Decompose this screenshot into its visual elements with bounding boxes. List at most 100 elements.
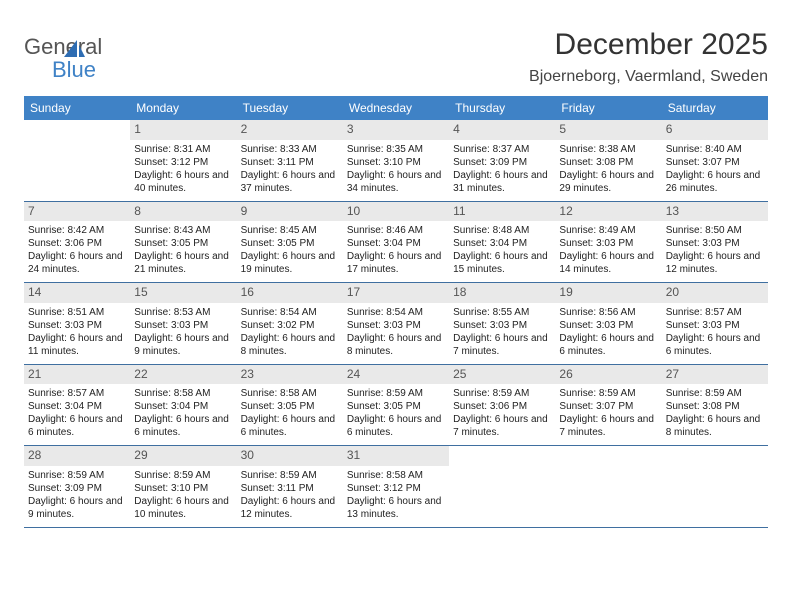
daylight-text: Daylight: 6 hours and 26 minutes.: [666, 169, 764, 195]
day-number: 9: [237, 202, 343, 222]
sunset-text: Sunset: 3:06 PM: [453, 400, 551, 413]
day-cell: 8Sunrise: 8:43 AMSunset: 3:05 PMDaylight…: [130, 202, 236, 283]
sunrise-text: Sunrise: 8:31 AM: [134, 143, 232, 156]
sunrise-text: Sunrise: 8:58 AM: [134, 387, 232, 400]
day-number: 29: [130, 446, 236, 466]
day-number: 20: [662, 283, 768, 303]
day-cell: 15Sunrise: 8:53 AMSunset: 3:03 PMDayligh…: [130, 283, 236, 364]
dow-cell: Wednesday: [343, 96, 449, 120]
calendar-grid: SundayMondayTuesdayWednesdayThursdayFrid…: [24, 96, 768, 528]
sunrise-text: Sunrise: 8:42 AM: [28, 224, 126, 237]
daylight-text: Daylight: 6 hours and 7 minutes.: [559, 413, 657, 439]
dow-cell: Tuesday: [237, 96, 343, 120]
dow-header-row: SundayMondayTuesdayWednesdayThursdayFrid…: [24, 96, 768, 120]
daylight-text: Daylight: 6 hours and 13 minutes.: [347, 495, 445, 521]
sunrise-text: Sunrise: 8:48 AM: [453, 224, 551, 237]
sunset-text: Sunset: 3:07 PM: [559, 400, 657, 413]
daylight-text: Daylight: 6 hours and 6 minutes.: [28, 413, 126, 439]
day-number: 6: [662, 120, 768, 140]
day-cell: 14Sunrise: 8:51 AMSunset: 3:03 PMDayligh…: [24, 283, 130, 364]
day-number: 11: [449, 202, 555, 222]
sunset-text: Sunset: 3:09 PM: [453, 156, 551, 169]
day-cell: 17Sunrise: 8:54 AMSunset: 3:03 PMDayligh…: [343, 283, 449, 364]
sunrise-text: Sunrise: 8:59 AM: [453, 387, 551, 400]
daylight-text: Daylight: 6 hours and 10 minutes.: [134, 495, 232, 521]
day-cell: 27Sunrise: 8:59 AMSunset: 3:08 PMDayligh…: [662, 365, 768, 446]
sunset-text: Sunset: 3:11 PM: [241, 482, 339, 495]
sunrise-text: Sunrise: 8:58 AM: [241, 387, 339, 400]
logo-text-blue: Blue: [52, 57, 96, 82]
daylight-text: Daylight: 6 hours and 24 minutes.: [28, 250, 126, 276]
week-row: 7Sunrise: 8:42 AMSunset: 3:06 PMDaylight…: [24, 202, 768, 284]
week-row: 28Sunrise: 8:59 AMSunset: 3:09 PMDayligh…: [24, 446, 768, 528]
dow-cell: Thursday: [449, 96, 555, 120]
title-block: December 2025 Bjoerneborg, Vaermland, Sw…: [529, 28, 768, 86]
sunset-text: Sunset: 3:02 PM: [241, 319, 339, 332]
sunrise-text: Sunrise: 8:50 AM: [666, 224, 764, 237]
sunset-text: Sunset: 3:03 PM: [347, 319, 445, 332]
sunset-text: Sunset: 3:04 PM: [453, 237, 551, 250]
logo-text: General Blue: [24, 36, 102, 82]
day-cell: 28Sunrise: 8:59 AMSunset: 3:09 PMDayligh…: [24, 446, 130, 527]
daylight-text: Daylight: 6 hours and 6 minutes.: [666, 332, 764, 358]
day-cell: 25 Sunrise: 8:59 AMSunset: 3:06 PMDayligh…: [449, 365, 555, 446]
sunset-text: Sunset: 3:05 PM: [134, 237, 232, 250]
sunrise-text: Sunrise: 8:45 AM: [241, 224, 339, 237]
sunset-text: Sunset: 3:04 PM: [134, 400, 232, 413]
day-number: 8: [130, 202, 236, 222]
sunrise-text: Sunrise: 8:38 AM: [559, 143, 657, 156]
sunrise-text: Sunrise: 8:57 AM: [28, 387, 126, 400]
sunrise-text: Sunrise: 8:54 AM: [241, 306, 339, 319]
day-cell: 20Sunrise: 8:57 AMSunset: 3:03 PMDayligh…: [662, 283, 768, 364]
daylight-text: Daylight: 6 hours and 31 minutes.: [453, 169, 551, 195]
sunset-text: Sunset: 3:11 PM: [241, 156, 339, 169]
day-number: 27: [662, 365, 768, 385]
daylight-text: Daylight: 6 hours and 15 minutes.: [453, 250, 551, 276]
sunset-text: Sunset: 3:05 PM: [241, 400, 339, 413]
day-cell: 30Sunrise: 8:59 AMSunset: 3:11 PMDayligh…: [237, 446, 343, 527]
day-number: 25: [449, 365, 555, 385]
sunset-text: Sunset: 3:05 PM: [241, 237, 339, 250]
sunset-text: Sunset: 3:09 PM: [28, 482, 126, 495]
header: General Blue December 2025 Bjoerneborg, …: [24, 28, 768, 86]
sunset-text: Sunset: 3:08 PM: [559, 156, 657, 169]
sunset-text: Sunset: 3:03 PM: [559, 237, 657, 250]
week-row: 14Sunrise: 8:51 AMSunset: 3:03 PMDayligh…: [24, 283, 768, 365]
day-cell: 5Sunrise: 8:38 AMSunset: 3:08 PMDaylight…: [555, 120, 661, 201]
day-cell: [555, 446, 661, 527]
sunrise-text: Sunrise: 8:37 AM: [453, 143, 551, 156]
daylight-text: Daylight: 6 hours and 6 minutes.: [559, 332, 657, 358]
day-number: 17: [343, 283, 449, 303]
day-number: 3: [343, 120, 449, 140]
dow-cell: Saturday: [662, 96, 768, 120]
day-number: 21: [24, 365, 130, 385]
sunset-text: Sunset: 3:07 PM: [666, 156, 764, 169]
day-number: 14: [24, 283, 130, 303]
logo-text-gray: General: [24, 34, 102, 59]
sunset-text: Sunset: 3:03 PM: [28, 319, 126, 332]
dow-cell: Sunday: [24, 96, 130, 120]
day-number: 18: [449, 283, 555, 303]
sunrise-text: Sunrise: 8:53 AM: [134, 306, 232, 319]
daylight-text: Daylight: 6 hours and 9 minutes.: [28, 495, 126, 521]
day-number: 23: [237, 365, 343, 385]
sunset-text: Sunset: 3:10 PM: [134, 482, 232, 495]
month-title: December 2025: [529, 28, 768, 62]
dow-cell: Friday: [555, 96, 661, 120]
day-number: 15: [130, 283, 236, 303]
day-cell: 2Sunrise: 8:33 AMSunset: 3:11 PMDaylight…: [237, 120, 343, 201]
day-cell: 3Sunrise: 8:35 AMSunset: 3:10 PMDaylight…: [343, 120, 449, 201]
sunrise-text: Sunrise: 8:55 AM: [453, 306, 551, 319]
sunset-text: Sunset: 3:03 PM: [453, 319, 551, 332]
daylight-text: Daylight: 6 hours and 8 minutes.: [241, 332, 339, 358]
daylight-text: Daylight: 6 hours and 19 minutes.: [241, 250, 339, 276]
sunrise-text: Sunrise: 8:40 AM: [666, 143, 764, 156]
weeks-container: 1Sunrise: 8:31 AMSunset: 3:12 PMDaylight…: [24, 120, 768, 528]
day-number: 2: [237, 120, 343, 140]
daylight-text: Daylight: 6 hours and 21 minutes.: [134, 250, 232, 276]
sunrise-text: Sunrise: 8:54 AM: [347, 306, 445, 319]
daylight-text: Daylight: 6 hours and 12 minutes.: [241, 495, 339, 521]
daylight-text: Daylight: 6 hours and 7 minutes.: [453, 413, 551, 439]
day-number: 16: [237, 283, 343, 303]
daylight-text: Daylight: 6 hours and 8 minutes.: [666, 413, 764, 439]
